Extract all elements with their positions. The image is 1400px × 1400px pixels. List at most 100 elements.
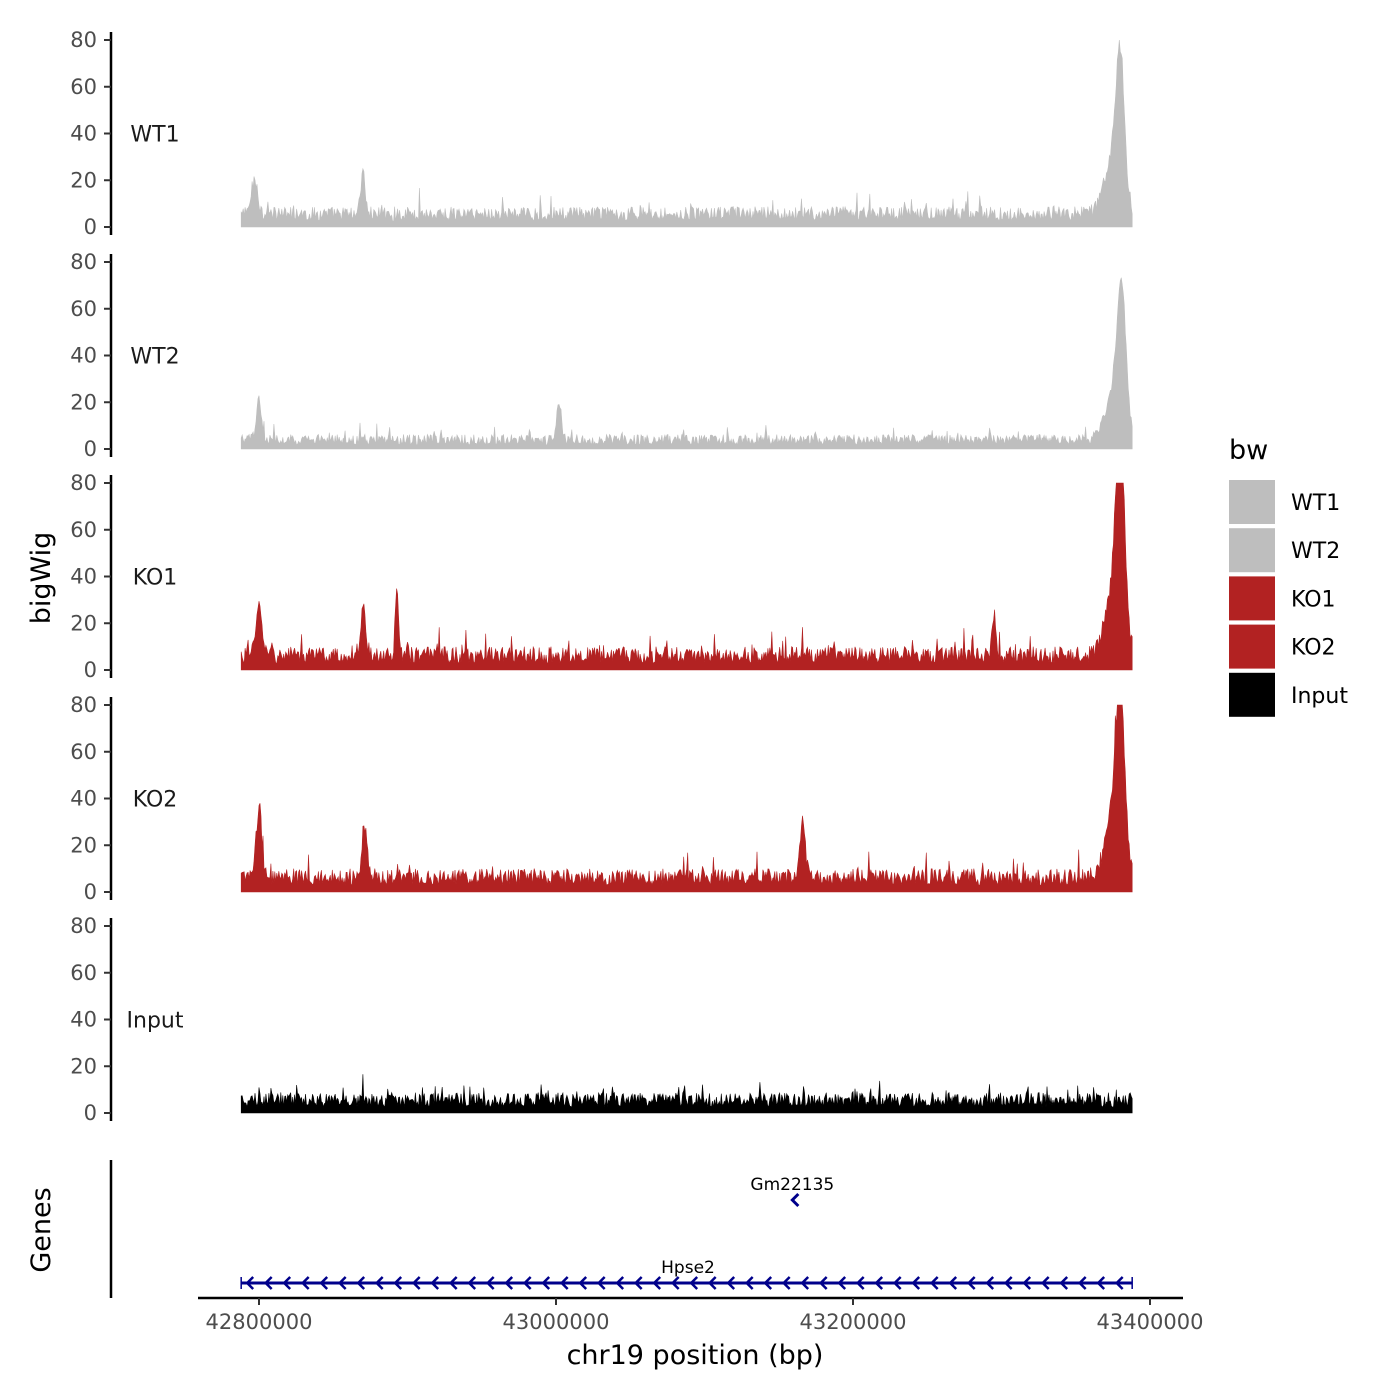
strand-arrow (374, 1276, 384, 1290)
strand-arrow (1077, 1276, 1087, 1290)
signal-area-wt1 (240, 39, 1133, 228)
strand-arrow (763, 1276, 773, 1290)
y-tick-label: 60 (70, 961, 97, 985)
x-axis: 42800000 43000000 43200000 43400000 (198, 1296, 1204, 1334)
strand-arrow (337, 1276, 347, 1290)
strand-arrow (744, 1276, 754, 1290)
strand-arrow (1003, 1276, 1013, 1290)
strand-arrow (911, 1276, 921, 1290)
y-tick-label: 60 (70, 75, 97, 99)
strand-arrow (522, 1276, 532, 1290)
strand-arrow (578, 1276, 588, 1290)
strand-arrow (818, 1276, 828, 1290)
track-wt1: 0 20 40 60 80 WT1 (70, 28, 1133, 239)
strand-arrow (1096, 1276, 1106, 1290)
strand-arrow (504, 1276, 514, 1290)
strand-arrow (837, 1276, 847, 1290)
strand-arrow (855, 1276, 865, 1290)
strand-arrow (892, 1276, 902, 1290)
y-tick-label: 40 (70, 787, 97, 811)
strand-arrow (790, 1192, 800, 1208)
strand-arrow (319, 1276, 329, 1290)
track-panels: 0 20 40 60 80 WT1 0 20 40 60 80 WT2 0 20 40 60 80 KO1 0 20 4… (70, 28, 1133, 1125)
strand-arrow (559, 1276, 569, 1290)
x-axis-title: chr19 position (bp) (567, 1340, 824, 1371)
strand-arrow (781, 1276, 791, 1290)
strand-arrow (966, 1276, 976, 1290)
y-tick-label: 60 (70, 297, 97, 321)
y-tick-label: 20 (70, 611, 97, 635)
track-wt2: 0 20 40 60 80 WT2 (70, 250, 1133, 461)
strand-arrow (485, 1276, 495, 1290)
legend-label-wt1: WT1 (1291, 491, 1340, 516)
track-label: WT2 (130, 345, 179, 370)
y-tick-label: 80 (70, 250, 97, 274)
y-tick-label: 0 (84, 437, 97, 461)
legend-swatch-wt2 (1229, 528, 1275, 573)
strand-arrow (300, 1276, 310, 1290)
y-tick-label: 80 (70, 914, 97, 938)
track-ko1: 0 20 40 60 80 KO1 (70, 471, 1133, 682)
signal-area-input (240, 1074, 1133, 1114)
genes-panel: Gm22135 Hpse2 (109, 1160, 1133, 1298)
gene-gm22135: Gm22135 (750, 1175, 834, 1208)
track-input: 0 20 40 60 80 Input (70, 914, 1133, 1125)
strand-arrow (393, 1276, 403, 1290)
y-tick-label: 40 (70, 122, 97, 146)
x-tick-label: 43200000 (800, 1310, 907, 1334)
x-tick-label: 43000000 (503, 1310, 610, 1334)
strand-arrow (633, 1276, 643, 1290)
x-tick-label: 43400000 (1097, 1310, 1204, 1334)
strand-arrow (467, 1276, 477, 1290)
y-tick-label: 80 (70, 693, 97, 717)
strand-arrow (411, 1276, 421, 1290)
y-tick-label: 0 (84, 880, 97, 904)
strand-arrow (874, 1276, 884, 1290)
y-tick-label: 60 (70, 740, 97, 764)
y-tick-label: 20 (70, 390, 97, 414)
gene-hpse2: Hpse2 (240, 1258, 1133, 1290)
legend-label-wt2: WT2 (1291, 539, 1340, 564)
track-label: KO2 (133, 788, 178, 813)
track-ko2: 0 20 40 60 80 KO2 (70, 693, 1133, 904)
strand-arrow (615, 1276, 625, 1290)
track-label: Input (127, 1009, 184, 1034)
track-label: KO1 (133, 566, 178, 591)
y-tick-label: 20 (70, 1054, 97, 1078)
genes-layer: Gm22135 Hpse2 (240, 1175, 1133, 1290)
strand-arrow (670, 1276, 680, 1290)
y-tick-label: 40 (70, 565, 97, 589)
strand-arrow (263, 1276, 273, 1290)
gene-label: Hpse2 (661, 1258, 715, 1278)
y-axis-title: bigWig (26, 532, 57, 625)
y-tick-label: 0 (84, 215, 97, 239)
strand-arrow (596, 1276, 606, 1290)
strand-arrow (541, 1276, 551, 1290)
x-tick-label: 42800000 (206, 1310, 313, 1334)
legend-swatch-ko2 (1229, 624, 1275, 669)
signal-area-ko2 (240, 704, 1133, 893)
y-tick-label: 20 (70, 168, 97, 192)
strand-arrow (356, 1276, 366, 1290)
legend: bw WT1 WT2 KO1 KO2 Input (1229, 435, 1348, 717)
legend-swatch-wt1 (1229, 480, 1275, 524)
strand-arrow (1022, 1276, 1032, 1290)
track-label: WT1 (130, 123, 179, 148)
strand-arrow (689, 1276, 699, 1290)
genes-axis-title: Genes (26, 1187, 57, 1272)
strand-arrow (707, 1276, 717, 1290)
strand-arrow (430, 1276, 440, 1290)
gene-label: Gm22135 (750, 1175, 834, 1195)
y-tick-label: 0 (84, 1101, 97, 1125)
strand-arrow (929, 1276, 939, 1290)
strand-arrow (1059, 1276, 1069, 1290)
y-tick-label: 40 (70, 344, 97, 368)
strand-arrow (1040, 1276, 1050, 1290)
strand-arrow (800, 1276, 810, 1290)
legend-title: bw (1229, 435, 1268, 466)
y-tick-label: 60 (70, 518, 97, 542)
strand-arrow (448, 1276, 458, 1290)
y-tick-label: 80 (70, 471, 97, 495)
y-tick-label: 80 (70, 28, 97, 52)
